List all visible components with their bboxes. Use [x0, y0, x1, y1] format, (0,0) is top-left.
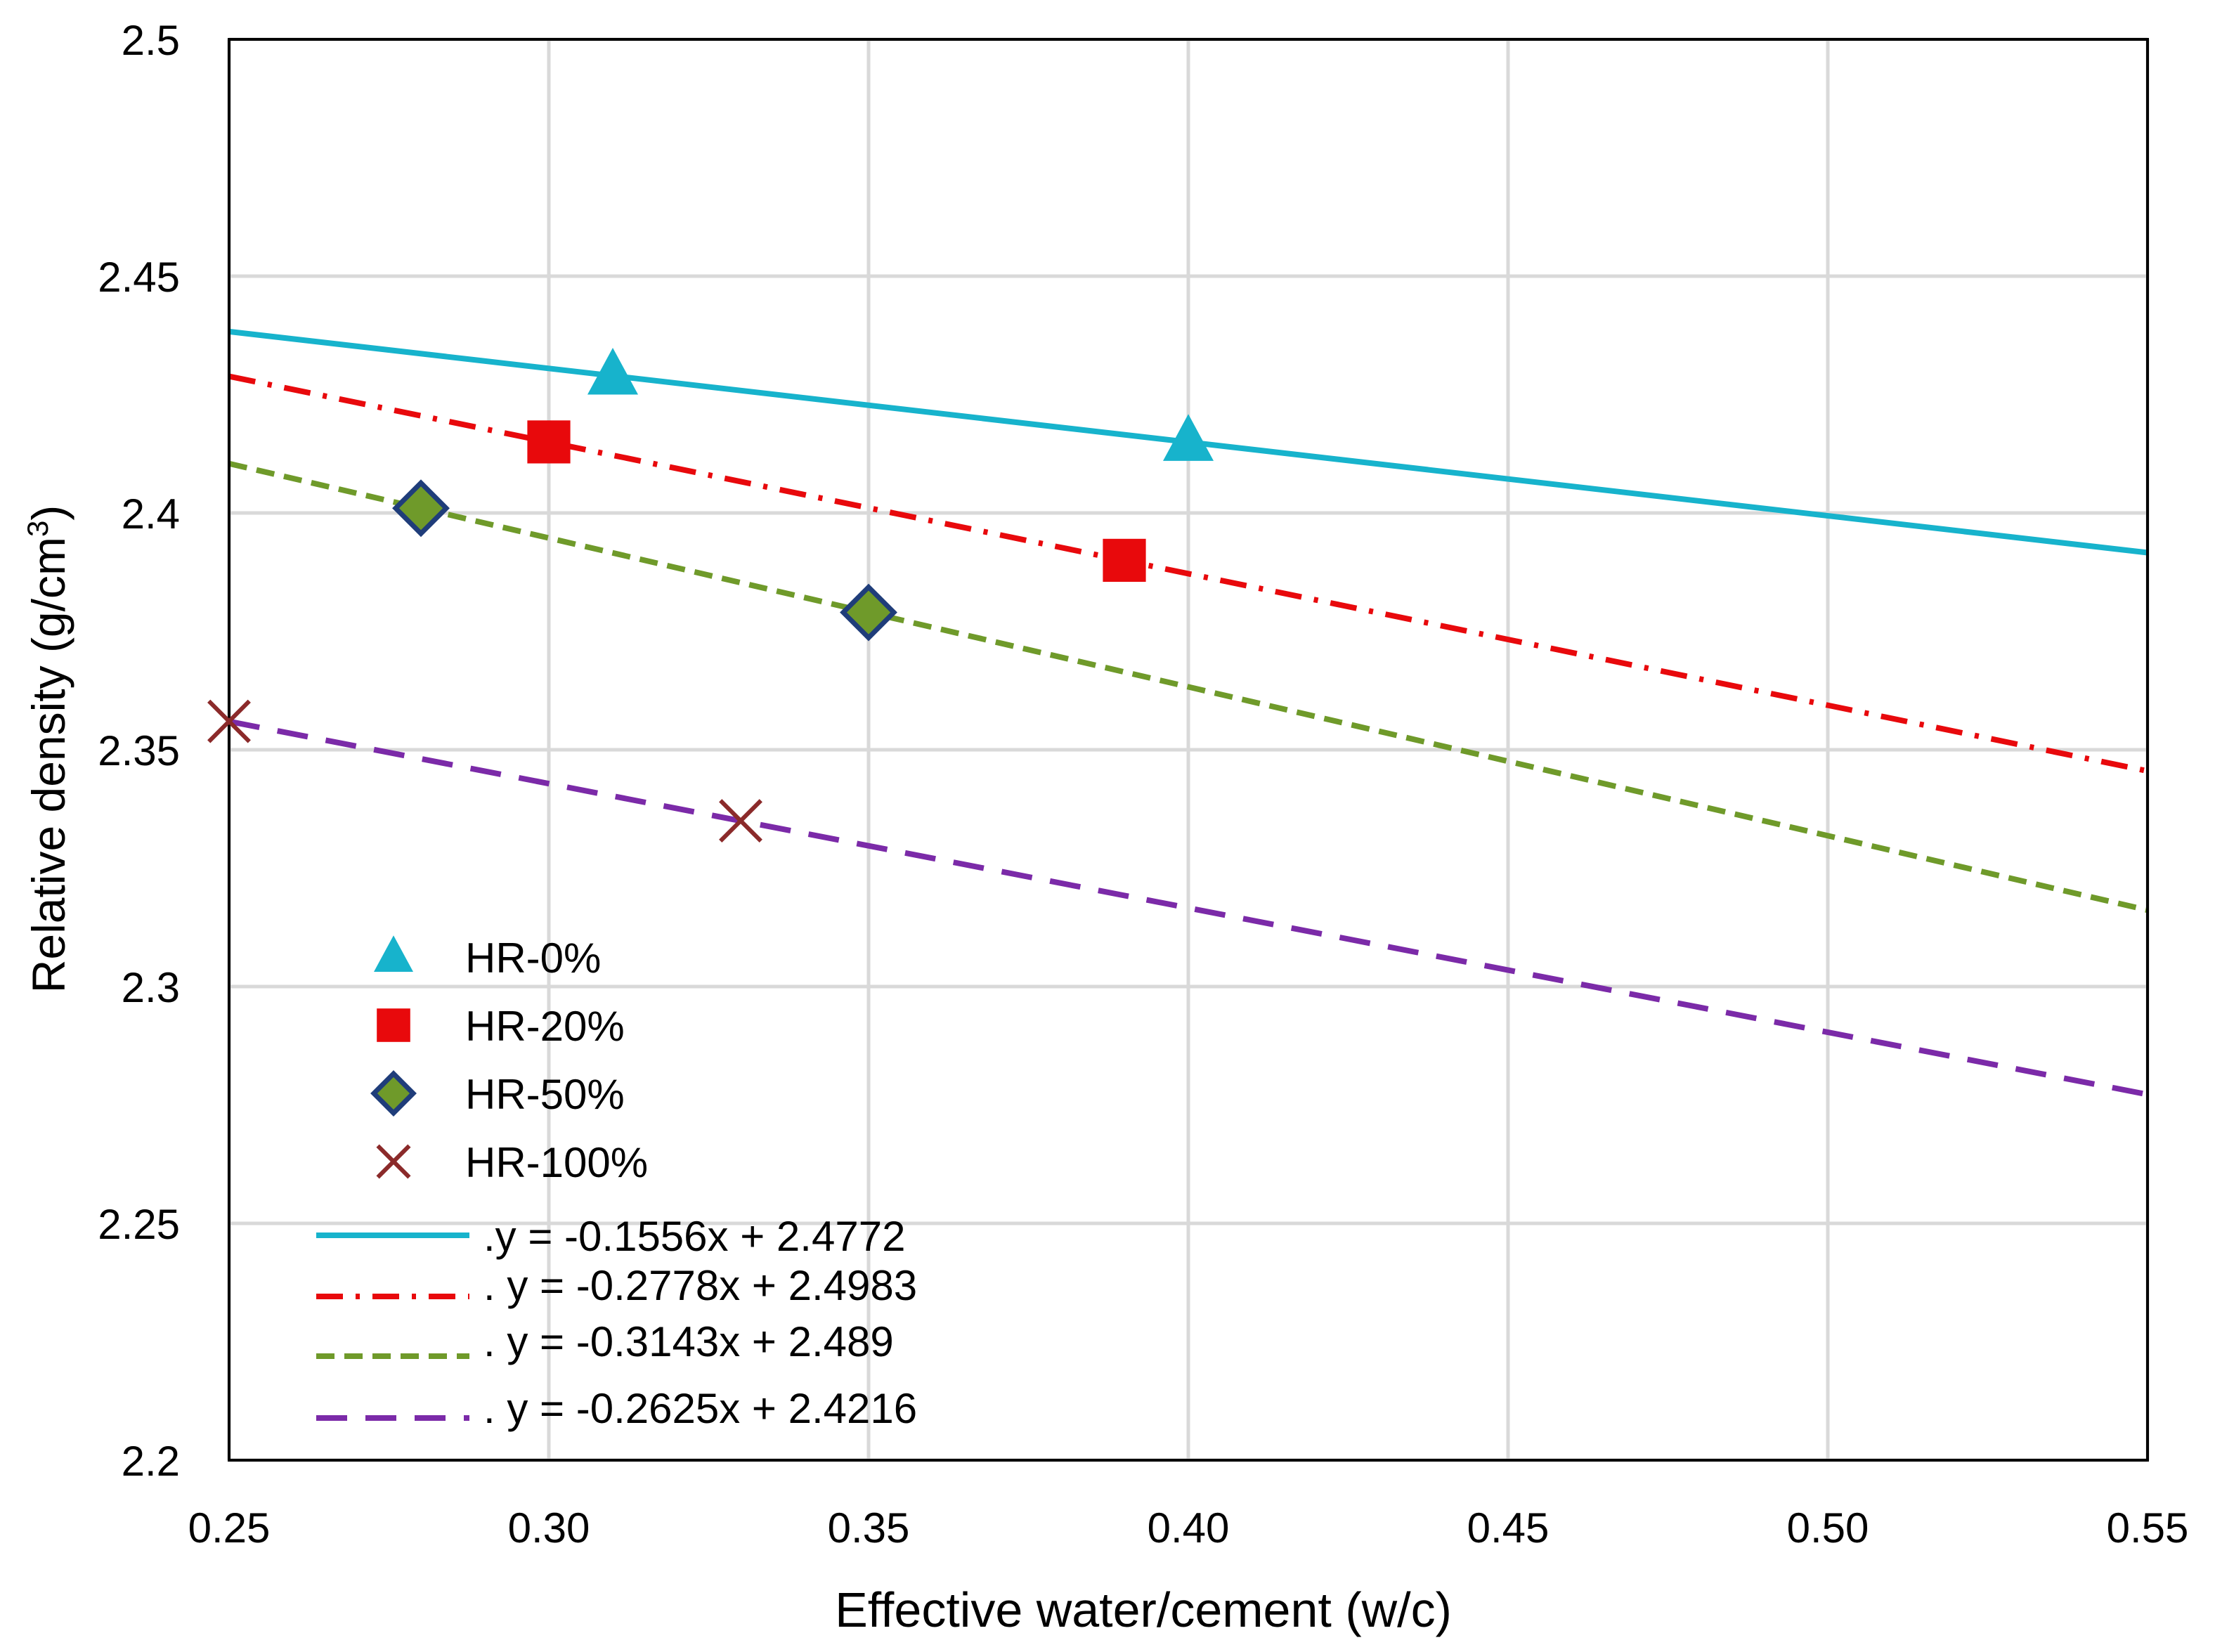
x-tick-label-5: 0.50 — [1787, 1504, 1869, 1552]
y-tick-labels: 2.2 2.25 2.3 2.35 2.4 2.45 2.5 — [98, 17, 180, 1485]
y-tick-label-0: 2.2 — [122, 1438, 180, 1485]
y-tick-label-6: 2.5 — [122, 17, 180, 64]
y-axis-label-superscript: 3 — [21, 521, 54, 537]
y-axis-label-close: ) — [22, 505, 74, 521]
y-tick-label-2: 2.3 — [122, 964, 180, 1011]
x-tick-label-0: 0.25 — [188, 1504, 271, 1552]
legend-label-0: HR-0% — [465, 935, 601, 982]
legend-label-3: HR-100% — [465, 1139, 648, 1186]
legend-marker-3 — [376, 1144, 411, 1179]
legend-marker-1 — [377, 1008, 410, 1042]
x-tick-label-6: 0.55 — [2107, 1504, 2189, 1552]
marker-0-0 — [587, 347, 638, 395]
plot-area-border — [228, 38, 2149, 1462]
y-tick-label-5: 2.45 — [98, 254, 180, 301]
legend-label-1: HR-20% — [465, 1003, 625, 1050]
legend-label-2: HR-50% — [465, 1071, 625, 1118]
x-tick-label-1: 0.30 — [508, 1504, 590, 1552]
trendline-2 — [228, 460, 2148, 913]
marker-0-1 — [1163, 414, 1214, 461]
marker-1-0 — [527, 420, 571, 464]
x-tick-label-3: 0.40 — [1148, 1504, 1230, 1552]
x-tick-label-4: 0.45 — [1467, 1504, 1550, 1552]
legend-marker-2 — [370, 1070, 417, 1117]
y-tick-label-4: 2.4 — [122, 490, 180, 538]
marker-1-1 — [1103, 538, 1146, 582]
y-tick-label-3: 2.35 — [98, 727, 180, 774]
marker-2-1 — [840, 583, 897, 642]
x-tick-label-2: 0.35 — [828, 1504, 910, 1552]
x-tick-labels: 0.25 0.30 0.35 0.40 0.45 0.50 0.55 — [188, 1504, 2189, 1552]
marker-2-0 — [392, 479, 450, 538]
legend-equation-3: . y = -0.2625x + 2.4216 — [483, 1385, 917, 1432]
y-axis-label: Relative density (g/cm3) — [21, 505, 74, 994]
legend-equation-1: . y = -0.2778x + 2.4983 — [483, 1262, 917, 1309]
trendline-3 — [228, 718, 2148, 1098]
legend-equation-2: . y = -0.3143x + 2.489 — [483, 1318, 894, 1365]
legend-marker-0 — [374, 935, 413, 972]
y-tick-label-1: 2.25 — [98, 1201, 180, 1248]
y-axis-label-main: Relative density (g/cm — [22, 537, 74, 993]
trendline-1 — [228, 373, 2148, 774]
legend-equation-0: .y = -0.1556x + 2.4772 — [483, 1213, 905, 1260]
marker-3-1 — [719, 799, 762, 843]
legend: HR-0% HR-20% HR-50% HR-100% .y = -0.1556x + … — [316, 935, 917, 1432]
x-axis-label: Effective water/cement (w/c) — [835, 1582, 1452, 1637]
data-markers — [207, 347, 1214, 843]
marker-3-0 — [207, 699, 251, 743]
